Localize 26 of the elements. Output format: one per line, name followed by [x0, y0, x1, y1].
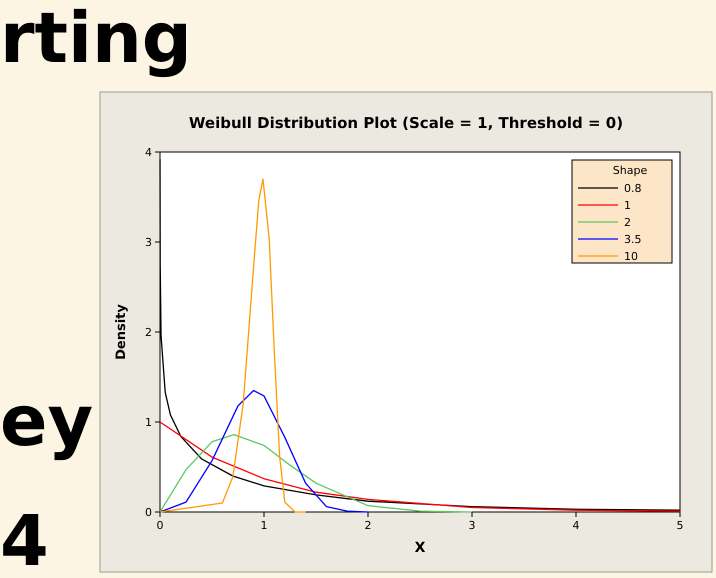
- line-series: [159, 421, 681, 512]
- text: rting: [0, 0, 192, 79]
- y-tick-label: 4: [145, 146, 152, 159]
- legend-label: 10: [624, 250, 638, 263]
- x-tick-label: 2: [364, 519, 372, 532]
- x-tick-label: 5: [676, 519, 684, 532]
- legend-label: 1: [624, 198, 631, 212]
- legend-label: 2: [624, 216, 631, 229]
- line-series: [159, 390, 369, 513]
- line-series: [159, 434, 473, 513]
- x-tick-label: 1: [260, 519, 268, 532]
- chart-title: Weibull Distribution Plot (Scale = 1, Threshold = 0): [188, 114, 624, 132]
- x-tick-label: 4: [572, 519, 580, 532]
- x-tick-label: 0: [156, 519, 164, 532]
- legend-label: 0.8: [624, 182, 642, 195]
- x-tick-label: 3: [468, 519, 476, 532]
- text: ey: [0, 380, 94, 462]
- y-tick-label: 1: [145, 416, 152, 429]
- y-tick-label: 3: [145, 236, 152, 249]
- legend-label: 3.5: [624, 232, 642, 246]
- y-tick-label: 0: [145, 506, 152, 519]
- y-axis-title: Density: [114, 304, 129, 360]
- legend-title: Shape: [612, 164, 648, 177]
- x-axis-title: X: [414, 540, 426, 556]
- line-series: [159, 178, 306, 513]
- y-tick-label: 2: [145, 326, 152, 339]
